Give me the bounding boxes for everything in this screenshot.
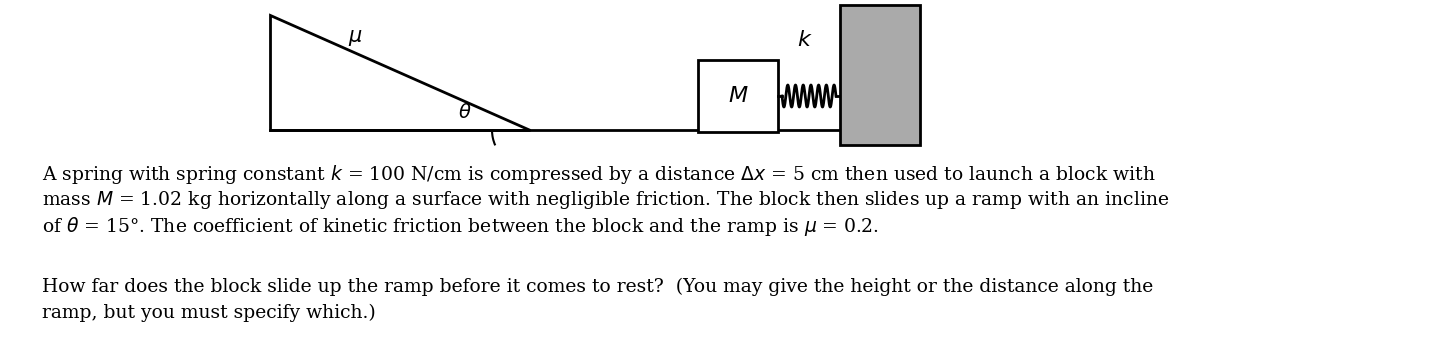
Text: $k$: $k$ [798,30,812,50]
Text: $M$: $M$ [728,86,748,106]
Text: $\mu$: $\mu$ [347,28,362,48]
Text: of $\theta$ = 15°. The coefficient of kinetic friction between the block and the: of $\theta$ = 15°. The coefficient of ki… [42,215,880,238]
Text: A spring with spring constant $k$ = 100 N/cm is compressed by a distance $\Delta: A spring with spring constant $k$ = 100 … [42,163,1155,186]
Text: mass $M$ = 1.02 kg horizontally along a surface with negligible friction. The bl: mass $M$ = 1.02 kg horizontally along a … [42,189,1170,211]
Text: How far does the block slide up the ramp before it comes to rest?  (You may give: How far does the block slide up the ramp… [42,278,1154,296]
Bar [697,60,778,132]
Text: ramp, but you must specify which.): ramp, but you must specify which.) [42,304,376,322]
Text: $\theta$: $\theta$ [458,103,472,122]
Polygon shape [270,15,530,130]
Bar [839,5,920,145]
